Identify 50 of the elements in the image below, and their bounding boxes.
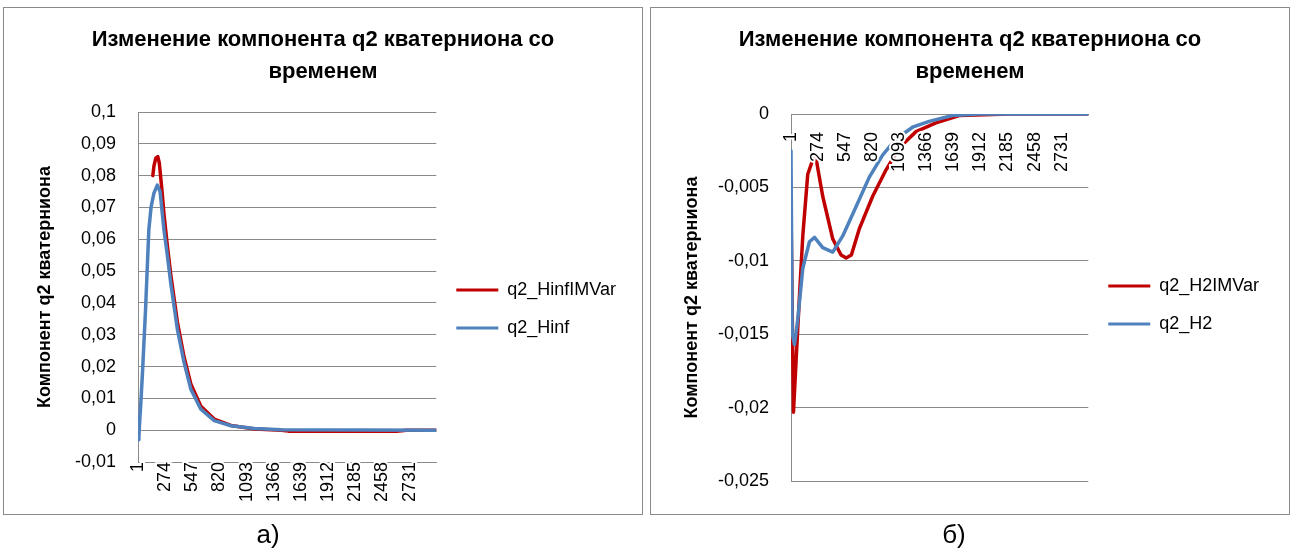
x-tick-label: 1093 bbox=[888, 132, 909, 173]
y-tick-label: 0,02 bbox=[80, 355, 116, 376]
legend-label: q2_HinfIMVar bbox=[507, 278, 617, 300]
x-tick-label: 274 bbox=[154, 462, 175, 493]
x-tick-label: 2185 bbox=[344, 462, 365, 503]
y-tick-label: -0,015 bbox=[717, 323, 769, 344]
x-tick-label: 820 bbox=[861, 132, 882, 163]
legend-label: q2_Hinf bbox=[507, 316, 571, 338]
x-tick-label: 820 bbox=[208, 462, 229, 493]
x-tick-label: 2458 bbox=[371, 462, 392, 503]
x-tick-label: 2731 bbox=[398, 462, 419, 503]
legend-label: q2_H2 bbox=[1159, 312, 1213, 334]
x-tick-label: 1912 bbox=[969, 132, 990, 173]
x-tick-label: 1 bbox=[126, 462, 147, 473]
text: б) bbox=[941, 519, 967, 549]
y-tick-label: 0,1 bbox=[90, 100, 116, 121]
x-tick-label: 1912 bbox=[317, 462, 338, 503]
y-tick-label: -0,005 bbox=[717, 176, 769, 197]
y-tick-label: 0,05 bbox=[80, 260, 116, 281]
y-tick-label: -0,01 bbox=[727, 249, 769, 270]
y-tick-label: 0,09 bbox=[80, 132, 116, 153]
y-axis-title: Компонент q2 кватерниона bbox=[33, 165, 54, 408]
y-tick-label: 0,01 bbox=[80, 387, 116, 408]
x-tick-label: 1093 bbox=[235, 462, 256, 503]
y-axis-title: Компонент q2 кватерниона bbox=[680, 175, 701, 419]
x-tick-label: 2185 bbox=[996, 132, 1017, 173]
x-tick-label: 547 bbox=[181, 462, 202, 493]
legend-label: q2_H2IMVar bbox=[1159, 274, 1260, 296]
y-tick-label: 0,08 bbox=[80, 164, 116, 185]
x-tick-label: 1 bbox=[779, 132, 800, 143]
x-tick-label: 2731 bbox=[1050, 132, 1071, 173]
y-tick-label: 0 bbox=[105, 419, 116, 440]
x-tick-label: 1366 bbox=[915, 132, 936, 173]
y-tick-label: 0 bbox=[758, 102, 769, 123]
y-tick-label: -0,01 bbox=[74, 450, 116, 471]
y-tick-label: -0,02 bbox=[727, 396, 769, 417]
chart-title: Изменение компонента q2 кватерниона со временем bbox=[90, 25, 556, 85]
x-tick-label: 547 bbox=[834, 132, 855, 163]
y-tick-label: 0,06 bbox=[80, 228, 116, 249]
y-tick-label: 0,07 bbox=[80, 196, 116, 217]
chart-title: Изменение компонента q2 кватерниона со временем bbox=[737, 25, 1203, 85]
x-tick-label: 1639 bbox=[289, 462, 310, 503]
x-tick-label: 1639 bbox=[942, 132, 963, 173]
y-tick-label: 0,04 bbox=[80, 291, 116, 312]
x-tick-label: 1366 bbox=[262, 462, 283, 503]
y-tick-label: -0,025 bbox=[717, 470, 769, 491]
x-tick-label: 274 bbox=[807, 132, 828, 163]
text: а) bbox=[255, 519, 281, 549]
y-tick-label: 0,03 bbox=[80, 323, 116, 344]
x-tick-label: 2458 bbox=[1023, 132, 1044, 173]
